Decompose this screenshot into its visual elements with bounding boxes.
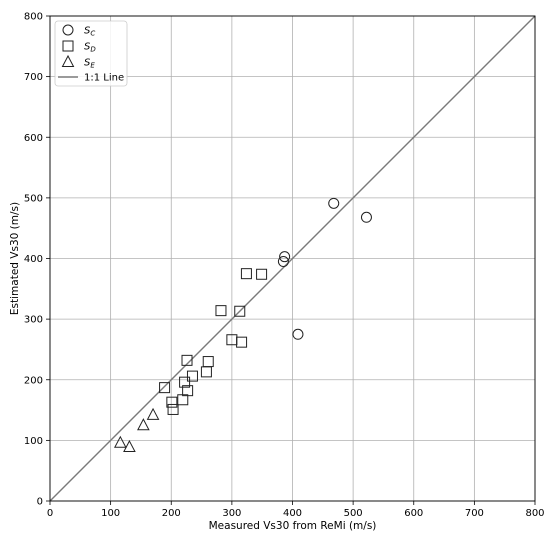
x-axis-title: Measured Vs30 from ReMi (m/s) bbox=[209, 520, 377, 532]
point-circle-c bbox=[328, 197, 340, 209]
data-points bbox=[113, 197, 372, 453]
y-tick-label: 0 bbox=[37, 497, 43, 508]
point-triangle-e bbox=[113, 435, 127, 448]
y-tick-label: 800 bbox=[24, 12, 43, 23]
axis-ticks: 0 100 200 300 400 500 600 700 800 0 100 200 300 400 50… bbox=[24, 12, 545, 520]
legend-label-d: SD bbox=[84, 42, 96, 54]
point-square-d bbox=[166, 396, 178, 408]
y-tick-label: 100 bbox=[24, 436, 43, 447]
point-circle-c bbox=[279, 251, 291, 263]
legend-box bbox=[54, 20, 128, 87]
point-square-d bbox=[179, 376, 191, 388]
y-tick-label: 400 bbox=[24, 254, 43, 265]
y-tick-label: 500 bbox=[24, 193, 43, 204]
point-triangle-e bbox=[146, 407, 160, 420]
x-tick-label: 400 bbox=[283, 508, 302, 519]
legend-label-c: SC bbox=[84, 26, 95, 38]
one-to-one-line bbox=[49, 15, 536, 502]
y-tick-label: 700 bbox=[24, 72, 43, 83]
legend-marker-circle bbox=[62, 24, 74, 36]
point-square-d bbox=[215, 305, 227, 317]
point-square-d bbox=[234, 305, 246, 317]
legend-marker-triangle bbox=[61, 54, 75, 67]
x-tick-label: 0 bbox=[47, 508, 53, 519]
y-tick-label: 600 bbox=[24, 133, 43, 144]
point-square-d bbox=[256, 268, 268, 280]
point-triangle-e bbox=[123, 439, 136, 453]
y-axis-title: Estimated Vs30 (m/s) bbox=[9, 202, 21, 315]
point-square-d bbox=[240, 268, 252, 280]
point-square-d bbox=[202, 356, 214, 368]
point-square-d bbox=[182, 385, 194, 397]
point-circle-c bbox=[277, 256, 289, 268]
legend-label-reference-line: 1:1 Line bbox=[84, 73, 124, 84]
y-tick-label: 300 bbox=[24, 315, 43, 326]
point-circle-c bbox=[360, 211, 372, 223]
x-tick-label: 300 bbox=[222, 508, 241, 519]
point-square-d bbox=[236, 336, 248, 348]
legend-marker-square bbox=[62, 40, 74, 52]
point-square-d bbox=[181, 354, 193, 366]
legend-label-e: SE bbox=[84, 58, 95, 70]
point-square-d bbox=[200, 366, 212, 378]
reference-line-group bbox=[49, 15, 536, 502]
x-tick-label: 200 bbox=[162, 508, 181, 519]
point-square-d bbox=[167, 403, 179, 415]
point-triangle-e bbox=[137, 418, 150, 431]
x-tick-label: 600 bbox=[404, 508, 423, 519]
legend: SC SD SE 1:1 Line bbox=[54, 20, 128, 87]
x-tick-label: 100 bbox=[101, 508, 120, 519]
point-square-d bbox=[186, 370, 198, 382]
x-tick-label: 800 bbox=[525, 508, 544, 519]
x-tick-label: 700 bbox=[465, 508, 484, 519]
point-square-d bbox=[159, 382, 171, 394]
x-tick-label: 500 bbox=[344, 508, 363, 519]
point-square-d bbox=[177, 394, 189, 406]
y-tick-label: 200 bbox=[24, 375, 43, 386]
point-circle-c bbox=[292, 328, 304, 340]
